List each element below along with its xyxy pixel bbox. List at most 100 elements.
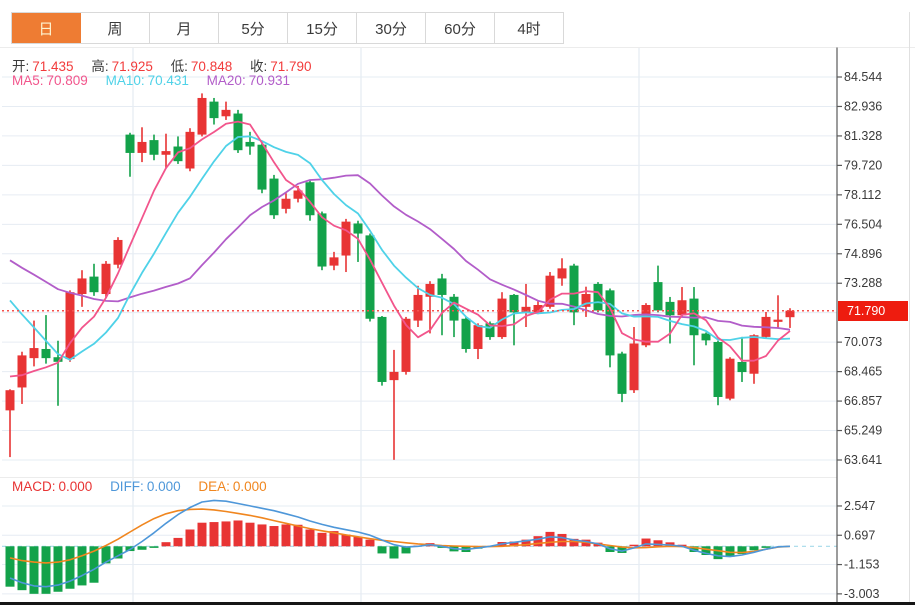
- candle-body: [749, 335, 759, 374]
- price-tick-label: 79.720: [844, 158, 882, 172]
- candle-body: [233, 113, 243, 151]
- ma10-line: [9, 135, 791, 361]
- candle-body: [461, 318, 471, 349]
- diff-label: DIFF:: [110, 479, 144, 494]
- macd-histogram-bar: [197, 522, 207, 547]
- tab-month[interactable]: 月: [150, 13, 219, 43]
- macd-histogram-bar: [713, 546, 723, 560]
- macd-histogram-bar: [317, 532, 327, 547]
- macd-histogram-bar: [53, 546, 63, 592]
- candle-body: [557, 268, 567, 279]
- ma5-label: MA5:: [12, 73, 44, 88]
- candle-body: [65, 292, 75, 360]
- macd-histogram-bar: [401, 546, 411, 554]
- candle-body: [329, 257, 339, 266]
- candle-body: [101, 263, 111, 295]
- macd-histogram-bar: [533, 536, 543, 547]
- candle-body: [305, 182, 315, 216]
- tab-week[interactable]: 周: [81, 13, 150, 43]
- macd-tick-label: -1.153: [844, 558, 879, 572]
- macd-histogram-bar: [617, 546, 627, 553]
- macd-histogram-bar: [233, 520, 243, 547]
- ma5-value: 70.809: [46, 73, 88, 88]
- bottom-border: [0, 602, 915, 605]
- candle-body: [209, 101, 219, 119]
- candle-body: [545, 275, 555, 307]
- macd-histogram-bar: [305, 529, 315, 547]
- candle-body: [725, 358, 735, 399]
- macd-histogram-bar: [41, 546, 51, 594]
- candle-body: [41, 348, 51, 359]
- macd-histogram-bar: [341, 534, 351, 547]
- price-tick-label: 84.544: [844, 70, 882, 84]
- macd-histogram-bar: [185, 529, 195, 547]
- price-tick-label: 81.328: [844, 129, 882, 143]
- candle-body: [437, 278, 447, 295]
- macd-histogram-bar: [221, 521, 231, 547]
- price-tick-label: 74.896: [844, 247, 882, 261]
- candle-body: [377, 316, 387, 382]
- macd-histogram-bar: [701, 546, 711, 556]
- tab-5min[interactable]: 5分: [219, 13, 288, 43]
- candle-body: [149, 140, 159, 155]
- candle-body: [185, 131, 195, 169]
- macd-histogram-bar: [137, 546, 147, 550]
- macd-histogram-bar: [329, 531, 339, 547]
- candle-body: [449, 296, 459, 321]
- macd-histogram-bar: [509, 541, 519, 547]
- candle-body: [497, 298, 507, 338]
- candle-body: [389, 371, 399, 381]
- candle-body: [425, 283, 435, 297]
- macd-tick-label: 0.697: [844, 528, 875, 542]
- dea-value: 0.000: [232, 479, 267, 494]
- tab-30min[interactable]: 30分: [357, 13, 426, 43]
- diff-line: [9, 499, 791, 588]
- high-value: 71.925: [111, 59, 153, 74]
- macd-histogram-bar: [17, 546, 27, 591]
- candle-body: [677, 300, 687, 316]
- tab-60min[interactable]: 60分: [426, 13, 495, 43]
- candle-body: [17, 355, 27, 388]
- macd-histogram-bar: [77, 546, 87, 586]
- candle-body: [629, 343, 639, 391]
- macd-histogram-bar: [173, 537, 183, 547]
- macd-histogram-bar: [269, 526, 279, 547]
- macd-histogram-bar: [5, 546, 15, 587]
- low-label: 低:: [170, 59, 188, 74]
- tab-15min[interactable]: 15分: [288, 13, 357, 43]
- candle-body: [269, 178, 279, 216]
- macd-histogram-bar: [653, 540, 663, 547]
- macd-histogram-bar: [557, 533, 567, 547]
- candle-body: [281, 198, 291, 209]
- candle-body: [485, 323, 495, 338]
- macd-histogram-bar: [689, 546, 699, 553]
- macd-histogram-bar: [353, 536, 363, 547]
- candle-body: [245, 141, 255, 147]
- tab-day[interactable]: 日: [12, 13, 81, 43]
- open-label: 开:: [12, 59, 30, 74]
- ma20-label: MA20:: [206, 73, 246, 88]
- tab-4hour[interactable]: 4时: [495, 13, 564, 43]
- macd-histogram-bar: [89, 546, 99, 583]
- price-tick-label: 78.112: [844, 188, 881, 202]
- macd-histogram-bar: [29, 546, 39, 594]
- candle-body: [341, 221, 351, 256]
- candle-body: [53, 357, 63, 362]
- ma10-value: 70.431: [147, 73, 189, 88]
- candle-body: [593, 283, 603, 311]
- current-price-label: 71.790: [838, 301, 908, 321]
- macd-histogram-bar: [761, 546, 771, 548]
- timeframe-tabbar: 日周月 5分 15分 30分 60分 4时: [11, 12, 564, 44]
- dea-line: [9, 508, 791, 564]
- low-value: 70.848: [190, 59, 233, 74]
- candle-body: [581, 294, 591, 307]
- macd-histogram-bar: [161, 542, 171, 547]
- price-tick-label: 66.857: [844, 394, 882, 408]
- macd-legend: MACD: 0.000 DIFF: 0.000 DEA: 0.000: [12, 479, 281, 494]
- candle-body: [641, 305, 651, 346]
- macd-tick-label: 2.547: [844, 499, 875, 513]
- macd-histogram-bar: [101, 546, 111, 564]
- macd-histogram-bar: [257, 524, 267, 547]
